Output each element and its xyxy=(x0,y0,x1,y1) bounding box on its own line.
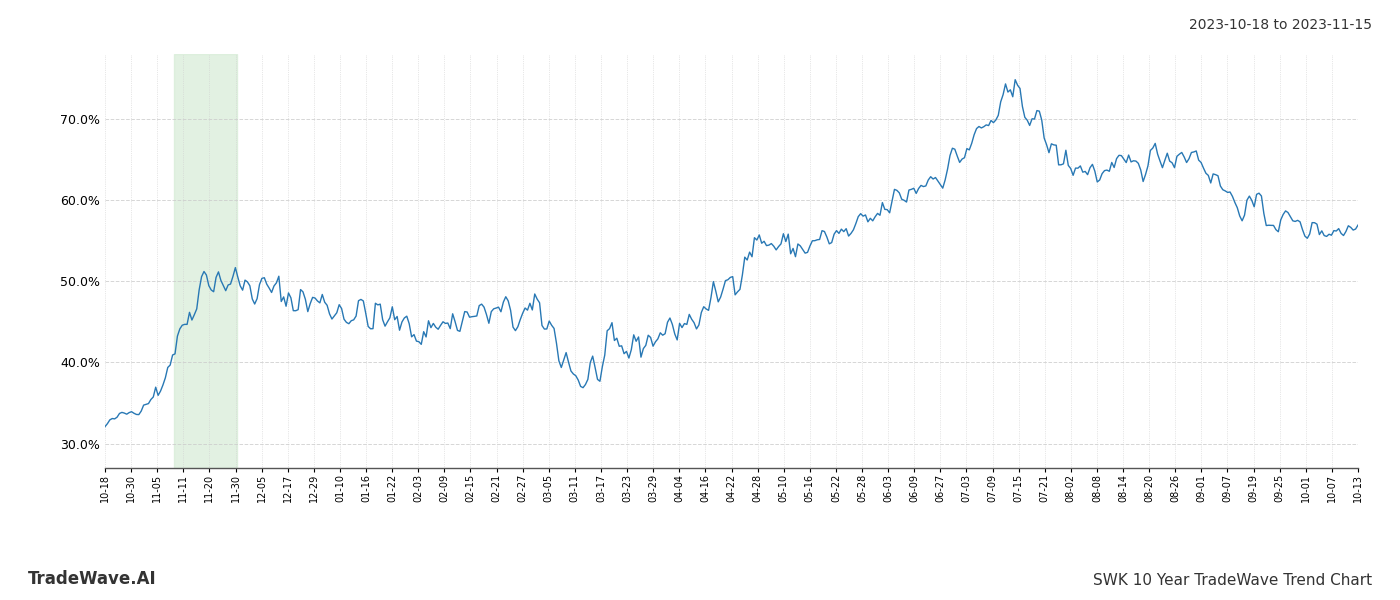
Text: 2023-10-18 to 2023-11-15: 2023-10-18 to 2023-11-15 xyxy=(1189,18,1372,32)
Text: TradeWave.AI: TradeWave.AI xyxy=(28,570,157,588)
Text: SWK 10 Year TradeWave Trend Chart: SWK 10 Year TradeWave Trend Chart xyxy=(1093,573,1372,588)
Bar xyxy=(174,54,237,468)
